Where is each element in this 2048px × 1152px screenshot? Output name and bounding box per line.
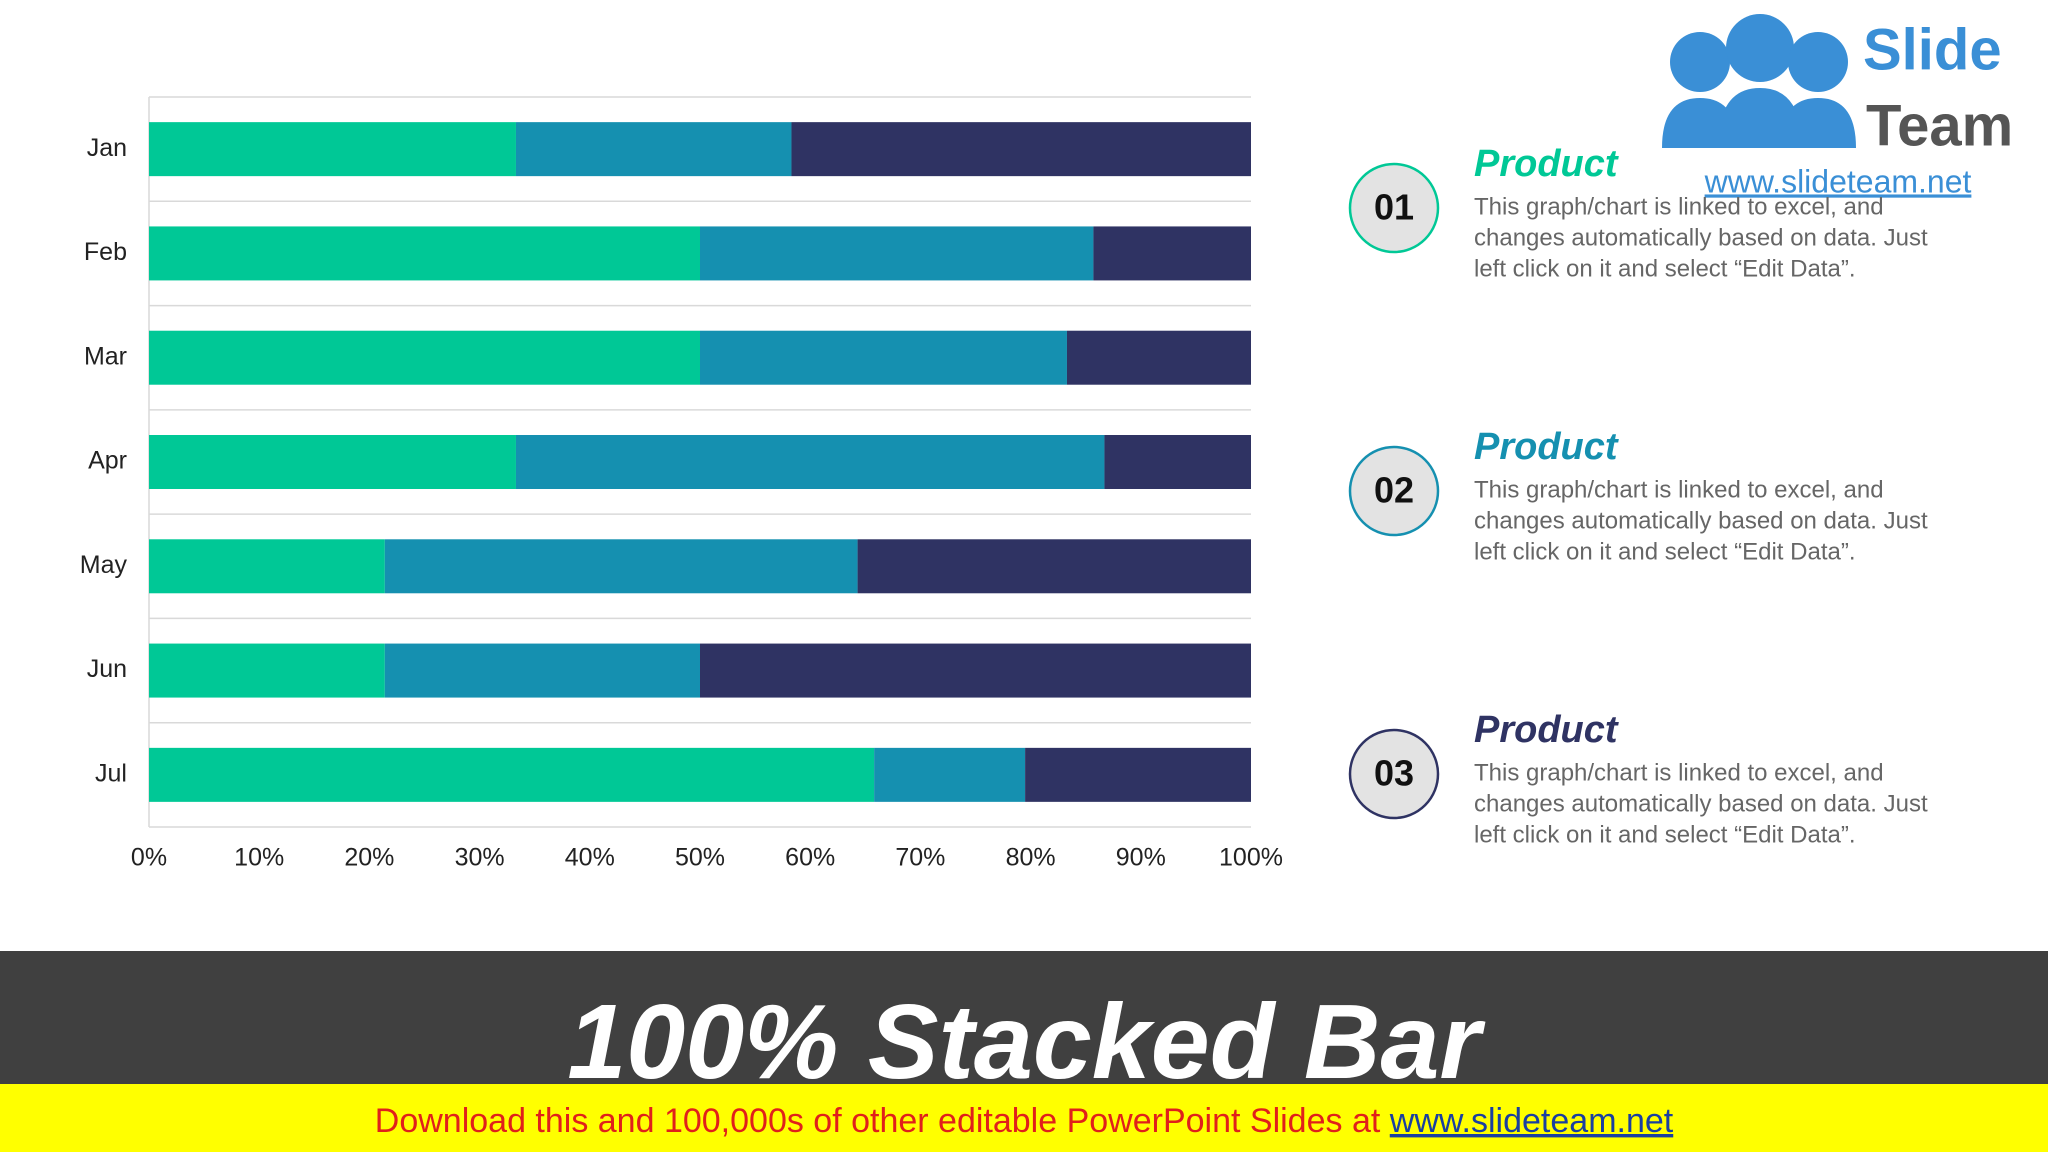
panel-text: changes automatically based on data. Jus… [1474,507,1928,534]
x-tick-label: 70% [895,844,945,872]
bar-segment [1104,435,1251,489]
bar-segment [149,122,516,177]
bar-segment [149,643,385,698]
bar-segment [1066,330,1251,385]
y-tick-label: Jul [95,759,127,787]
x-tick-label: 10% [234,844,284,872]
bar-segment [384,643,700,698]
panel-heading: Product [1474,709,1619,751]
logo-person [1670,32,1730,92]
panel-text: This graph/chart is linked to excel, and [1474,759,1884,786]
y-tick-label: Mar [84,342,127,370]
number-badge [1348,445,1440,537]
bar-segment [149,330,700,385]
panel-text: This graph/chart is linked to excel, and [1474,193,1884,220]
panel-text: left click on it and select “Edit Data”. [1474,821,1856,848]
x-tick-label: 0% [131,844,167,872]
logo-word: Slide [1863,17,2002,82]
bar-segment [384,539,858,594]
panel-text: This graph/chart is linked to excel, and [1474,476,1884,503]
panels: 01 Product This graph/chart is linked to e… [1348,143,1928,848]
bar-segment [149,747,875,802]
y-tick-label: Apr [88,447,127,475]
x-tick-label: 100% [1219,844,1283,872]
x-tick-label: 30% [455,844,505,872]
x-tick-label: 90% [1116,844,1166,872]
badge-number: 03 [1374,753,1414,794]
bar-segment [791,122,1251,177]
logo-person [1788,32,1848,92]
y-tick-label: Jan [87,134,127,162]
panel-heading: Product [1474,143,1619,185]
bar-segment [700,226,1094,281]
x-tick-label: 60% [785,844,835,872]
bar-segment [149,226,700,281]
logo-url[interactable]: www.slideteam.net [1704,163,1972,199]
panel-text: changes automatically based on data. Jus… [1474,790,1928,817]
logo-person [1726,14,1794,82]
slide-title: 100% Stacked Bar [567,983,1486,1101]
badge-number: 02 [1374,470,1414,511]
y-tick-label: Feb [84,238,127,266]
badge-number: 01 [1374,187,1414,228]
panel-heading: Product [1474,426,1619,468]
banner-text: Download this and 100,000s of other edit… [375,1102,1674,1140]
bar-segment [149,539,385,594]
logo-word: Team [1866,93,2013,158]
y-tick-label: Jun [87,655,127,683]
bar-segment [515,435,1105,489]
logo-bodies [1662,88,1856,148]
logo: Slide Team www.slideteam.net [1639,0,2037,199]
number-badge [1348,728,1440,820]
bar-segment [700,643,1251,698]
x-tick-label: 40% [565,844,615,872]
banner-link[interactable]: www.slideteam.net [1389,1102,1674,1140]
chart: 0% 10% 20% 30% 40% 50% 60% 70% 80% 90% 100% Jan Feb M… [80,96,1283,872]
bar-segment [874,747,1026,802]
panel-text: left click on it and select “Edit Data”. [1474,538,1856,565]
bar-segment [149,435,516,489]
x-tick-label: 50% [675,844,725,872]
bar-segment [857,539,1251,594]
bar-segment [700,330,1067,385]
bar-segment [515,122,792,177]
panel-text: left click on it and select “Edit Data”. [1474,255,1856,282]
x-tick-label: 80% [1006,844,1056,872]
bar-segment [1025,747,1251,802]
bar-segment [1093,226,1251,281]
number-badge [1348,162,1440,254]
y-tick-label: May [80,551,128,579]
x-tick-label: 20% [344,844,394,872]
banner-message: Download this and 100,000s of other edit… [375,1102,1381,1140]
panel-text: changes automatically based on data. Jus… [1474,224,1928,251]
banner [0,1084,2048,1152]
